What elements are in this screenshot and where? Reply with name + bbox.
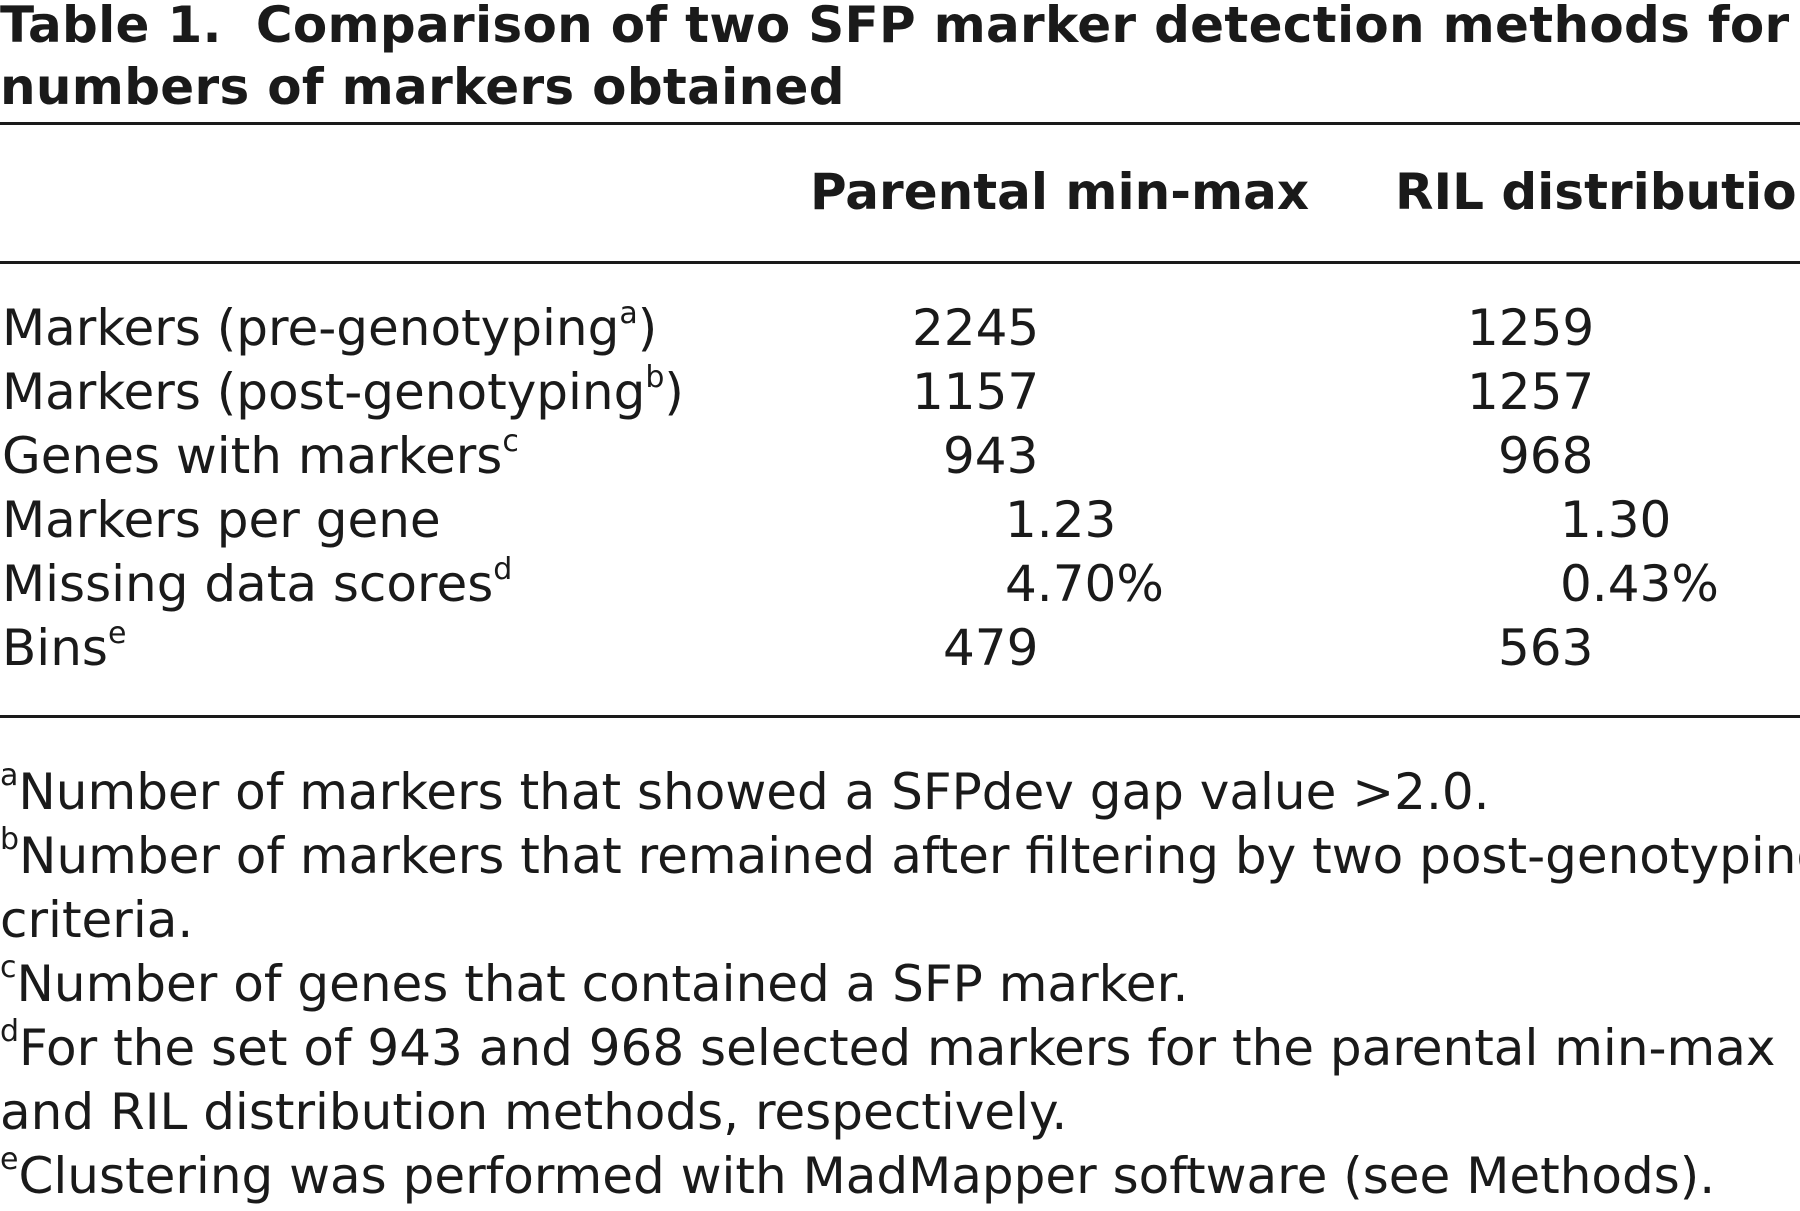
table-row: Markers (post-genotypingb) 1157 1257 bbox=[0, 360, 1800, 424]
table-row: Genes with markersc 943 968 bbox=[0, 424, 1800, 488]
bottom-rule bbox=[0, 715, 1800, 718]
row-label: Binse bbox=[2, 616, 127, 678]
row-label: Missing data scoresd bbox=[2, 552, 513, 614]
cell-parental-min-max: 4.70% bbox=[1005, 555, 1164, 613]
table-row: Missing data scoresd 4.70% 0.43% bbox=[0, 552, 1800, 616]
table-row: Markers per gene 1.23 1.30 bbox=[0, 488, 1800, 552]
cell-ril-distribution: 563 bbox=[1498, 619, 1594, 677]
footnote-mark: b bbox=[645, 360, 665, 395]
cell-ril-distribution: 1259 bbox=[1467, 299, 1595, 357]
footnote: aNumber of markers that showed a SFPdev … bbox=[0, 758, 1490, 822]
row-label: Markers per gene bbox=[2, 491, 441, 549]
table-caption: Table 1. Comparison of two SFP marker det… bbox=[0, 0, 1800, 118]
table-row: Markers (pre-genotypinga) 2245 1259 bbox=[0, 296, 1800, 360]
column-header-parental-min-max: Parental min-max bbox=[810, 163, 1310, 221]
footnote-mark: d bbox=[0, 1014, 20, 1049]
footnote: eClustering was performed with MadMapper… bbox=[0, 1142, 1716, 1206]
cell-ril-distribution: 0.43% bbox=[1560, 555, 1719, 613]
footnote-mark: a bbox=[619, 296, 638, 331]
cell-parental-min-max: 1157 bbox=[912, 363, 1040, 421]
table-row: Binse 479 563 bbox=[0, 616, 1800, 680]
footnote: dFor the set of 943 and 968 selected mar… bbox=[0, 1014, 1776, 1142]
caption-text-line-2: numbers of markers obtained bbox=[0, 58, 845, 116]
cell-ril-distribution: 968 bbox=[1498, 427, 1594, 485]
row-label: Markers (pre-genotypinga) bbox=[2, 296, 658, 358]
cell-parental-min-max: 1.23 bbox=[1005, 491, 1117, 549]
row-label: Genes with markersc bbox=[2, 424, 519, 486]
column-header-ril-distribution: RIL distribution bbox=[1395, 163, 1800, 221]
cell-ril-distribution: 1257 bbox=[1467, 363, 1595, 421]
table-footnotes: aNumber of markers that showed a SFPdev … bbox=[0, 760, 1800, 1208]
row-label: Markers (post-genotypingb) bbox=[2, 360, 684, 422]
footnote-mark: c bbox=[0, 950, 17, 985]
footnote: cNumber of genes that contained a SFP ma… bbox=[0, 950, 1189, 1014]
caption-text-line-1: Comparison of two SFP marker detection m… bbox=[255, 0, 1790, 54]
cell-parental-min-max: 479 bbox=[943, 619, 1039, 677]
footnote-mark: b bbox=[0, 822, 20, 857]
footnote-mark: a bbox=[0, 758, 19, 793]
header-rule bbox=[0, 261, 1800, 264]
footnote: bNumber of markers that remained after f… bbox=[0, 822, 1800, 950]
footnote-mark: d bbox=[493, 552, 513, 587]
caption-line-1: Table 1. Comparison of two SFP marker det… bbox=[0, 0, 1800, 56]
cell-parental-min-max: 2245 bbox=[912, 299, 1040, 357]
cell-parental-min-max: 943 bbox=[943, 427, 1039, 485]
cell-ril-distribution: 1.30 bbox=[1560, 491, 1672, 549]
footnote-mark: c bbox=[502, 424, 519, 459]
footnote-mark: e bbox=[0, 1142, 19, 1177]
top-rule bbox=[0, 122, 1800, 125]
table-label: Table 1. bbox=[0, 0, 222, 54]
footnote-mark: e bbox=[107, 616, 127, 651]
